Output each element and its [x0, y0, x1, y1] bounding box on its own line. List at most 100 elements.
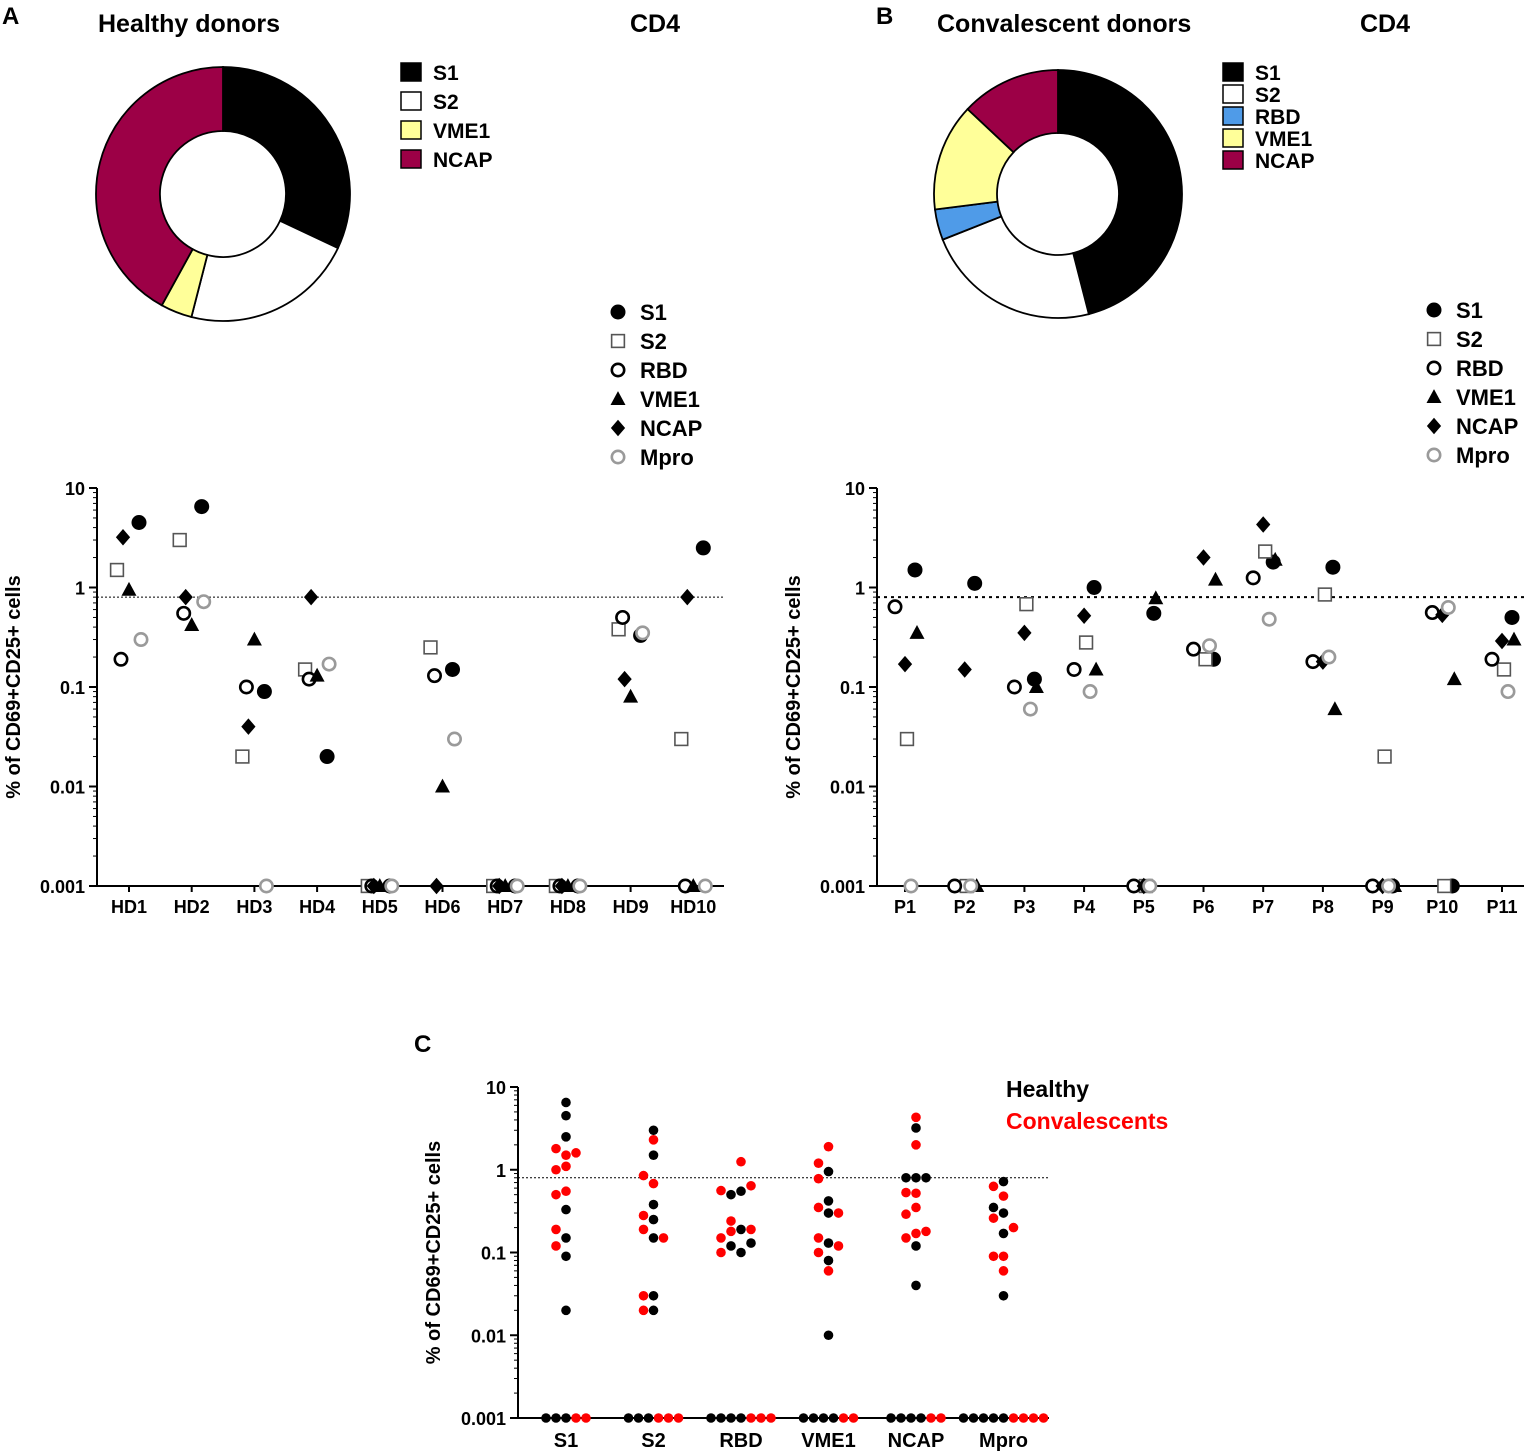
point-convalescents-vme1: [813, 1233, 824, 1243]
x-tick-label-mpro: Mpro: [979, 1430, 1028, 1452]
y-tick-label: 1: [75, 579, 85, 599]
point-vme1-p1: [909, 624, 925, 639]
x-tick-label-p5: P5: [1133, 897, 1155, 917]
point-convalescents-ncap: [926, 1413, 936, 1423]
legend-label-s1: S1: [1456, 298, 1483, 323]
x-tick-label-hd1: HD1: [111, 897, 147, 917]
point-mpro-hd4: [321, 656, 337, 672]
point-mpro-p2: [963, 878, 979, 894]
legend-label-s2: S2: [1255, 84, 1281, 107]
y-tick-label: 0.1: [60, 678, 85, 698]
point-rbd-p7: [1245, 570, 1261, 586]
point-healthy-vme1: [823, 1238, 834, 1248]
legend-marker-vme1: [610, 391, 626, 405]
point-vme1-hd1: [121, 581, 137, 596]
point-vme1-p4: [1088, 661, 1104, 676]
x-tick-label-p2: P2: [954, 897, 976, 917]
point-healthy-vme1: [828, 1413, 839, 1423]
point-convalescents-s1: [551, 1224, 561, 1235]
point-healthy-rbd: [726, 1189, 736, 1200]
point-healthy-mpro: [998, 1290, 1009, 1301]
point-rbd-hd3: [238, 679, 254, 695]
point-healthy-s1: [561, 1110, 571, 1121]
y-tick-label: 1: [855, 579, 865, 599]
point-rbd-p10: [1424, 605, 1440, 621]
point-mpro-hd3: [258, 878, 274, 894]
point-healthy-ncap: [886, 1413, 896, 1423]
point-healthy-ncap: [911, 1172, 921, 1183]
point-healthy-mpro: [998, 1176, 1009, 1187]
point-healthy-s2: [648, 1150, 659, 1160]
x-tick-label-s1: S1: [554, 1430, 578, 1452]
point-convalescents-s2: [648, 1178, 659, 1189]
point-convalescents-ncap: [936, 1413, 946, 1423]
y-tick-label: 10: [845, 479, 865, 499]
point-ncap-p4: [1076, 607, 1092, 625]
point-ncap-p1: [897, 655, 913, 673]
point-convalescents-rbd: [716, 1233, 726, 1243]
point-rbd-hd6: [426, 668, 442, 684]
point-ncap-p3: [1017, 624, 1032, 642]
point-mpro-p9: [1381, 878, 1397, 894]
point-healthy-vme1: [823, 1330, 834, 1341]
x-tick-label-p11: P11: [1486, 897, 1517, 917]
x-tick-label-rbd: RBD: [719, 1430, 762, 1452]
point-healthy-rbd: [736, 1247, 746, 1258]
legend-label-mpro: Mpro: [640, 445, 694, 470]
legend-label-ncap: NCAP: [1255, 150, 1315, 173]
point-convalescents-s2: [658, 1233, 669, 1243]
point-healthy-s1: [561, 1251, 571, 1262]
point-convalescents-rbd: [766, 1413, 776, 1423]
point-healthy-s1: [541, 1413, 551, 1423]
point-convalescents-s2: [653, 1413, 664, 1423]
legend-label-s2: S2: [640, 329, 667, 354]
point-healthy-mpro: [978, 1413, 989, 1423]
point-healthy-mpro: [988, 1202, 999, 1213]
point-healthy-vme1: [823, 1255, 834, 1266]
point-healthy-ncap: [901, 1172, 911, 1183]
point-vme1-p6: [1208, 571, 1223, 586]
point-convalescents-rbd: [716, 1185, 726, 1196]
point-healthy-rbd: [726, 1413, 736, 1423]
point-vme1-p5: [1148, 590, 1164, 605]
legend-swatch-ncap: [1222, 150, 1244, 170]
point-healthy-mpro: [998, 1228, 1009, 1239]
point-convalescents-vme1: [848, 1413, 859, 1423]
point-s2-p9: [1377, 749, 1392, 764]
point-ncap-hd3: [241, 718, 256, 735]
panel-b-title: Convalescent donors: [937, 10, 1191, 38]
panel-b-donut: [933, 69, 1183, 319]
legend-marker-ncap: [610, 419, 626, 437]
point-vme1-p10: [1446, 671, 1462, 686]
x-tick-label-hd7: HD7: [487, 897, 523, 917]
y-tick-label: 0.001: [461, 1409, 506, 1429]
point-convalescents-mpro: [988, 1251, 999, 1262]
point-convalescents-s1: [561, 1186, 571, 1197]
point-convalescents-mpro: [998, 1251, 1009, 1262]
panel-b-scatter-plot: 10 1 0.1 0.01 0.001 % of CD69+CD25+ cells P1 P2…: [783, 479, 1524, 917]
point-convalescents-s1: [551, 1164, 561, 1175]
point-convalescents-vme1: [838, 1413, 849, 1423]
legend-marker-mpro: [1426, 447, 1442, 463]
point-vme1-p8: [1327, 701, 1343, 716]
point-vme1-p3: [1028, 679, 1044, 693]
point-convalescents-vme1: [813, 1202, 824, 1213]
point-mpro-p6: [1202, 638, 1218, 654]
panel-b-marker-legend: S1 S2 RBD VME1 NCAP Mpro: [1426, 298, 1518, 468]
point-healthy-ncap: [916, 1413, 926, 1423]
point-convalescents-mpro: [1008, 1413, 1019, 1423]
legend-marker-s2: [1426, 331, 1442, 347]
point-convalescents-ncap: [911, 1228, 921, 1239]
x-tick-label-hd5: HD5: [362, 897, 398, 917]
point-healthy-s1: [561, 1413, 571, 1423]
point-convalescents-vme1: [823, 1266, 834, 1276]
point-healthy-rbd: [716, 1413, 726, 1423]
point-convalescents-rbd: [726, 1226, 736, 1237]
point-mpro-p7: [1261, 611, 1277, 627]
point-healthy-s2: [623, 1413, 634, 1423]
y-tick-label: 0.001: [40, 877, 85, 897]
point-healthy-vme1: [823, 1166, 834, 1177]
point-healthy-s2: [648, 1199, 659, 1210]
panel-a-letter: A: [2, 3, 19, 30]
panel-c-scatter-plot: 10 1 0.1 0.01 0.001 % of CD69+CD25+ cells S1 S2…: [423, 1078, 1049, 1452]
